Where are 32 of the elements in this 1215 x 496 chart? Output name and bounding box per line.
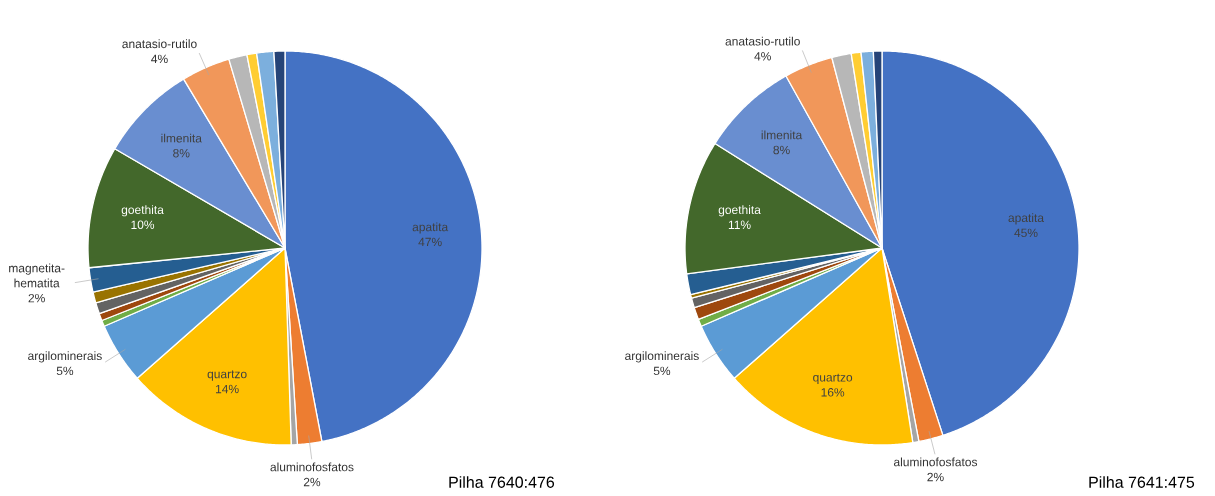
- data-label: 2%: [927, 472, 944, 482]
- slice-label: anatasio-rutilo: [122, 39, 197, 49]
- slice-label: aluminofosfatos: [270, 462, 354, 472]
- slice-label: magnetita-hematita: [9, 263, 65, 288]
- data-label: 5%: [653, 366, 671, 376]
- data-label: 4%: [754, 52, 771, 61]
- slice-label: argilominerais: [625, 351, 699, 363]
- slice-label: quartzo: [207, 370, 247, 381]
- slice-label: argilominerais: [28, 351, 102, 363]
- data-label: 45%: [1014, 228, 1038, 238]
- text: Pilha 7640:476: [449, 476, 555, 488]
- text: Pilha 7641:475: [1089, 476, 1195, 488]
- slice-label: goethita: [718, 205, 761, 217]
- data-label: 11%: [728, 220, 751, 229]
- data-label: 47%: [418, 237, 442, 247]
- slice-label: goethita: [121, 205, 164, 217]
- slice-label: ilmenita: [761, 130, 803, 140]
- slice-label: anatasio-rutilo: [725, 36, 800, 46]
- data-label: 14%: [216, 384, 239, 394]
- data-label: 8%: [773, 145, 790, 155]
- slice-label: quartzo: [813, 373, 853, 384]
- slice-label: ilmenita: [161, 133, 202, 143]
- data-label: 5%: [56, 366, 74, 376]
- data-label: 2%: [28, 293, 45, 303]
- data-label: 10%: [131, 220, 155, 229]
- data-label: 2%: [303, 477, 321, 487]
- slice-label: apatita: [412, 222, 449, 234]
- data-label: 8%: [173, 148, 190, 158]
- slice-label: aluminofosfatos: [893, 457, 978, 467]
- data-label: 4%: [151, 54, 168, 64]
- slice-label: apatita: [1008, 213, 1044, 225]
- data-label: 16%: [821, 388, 845, 397]
